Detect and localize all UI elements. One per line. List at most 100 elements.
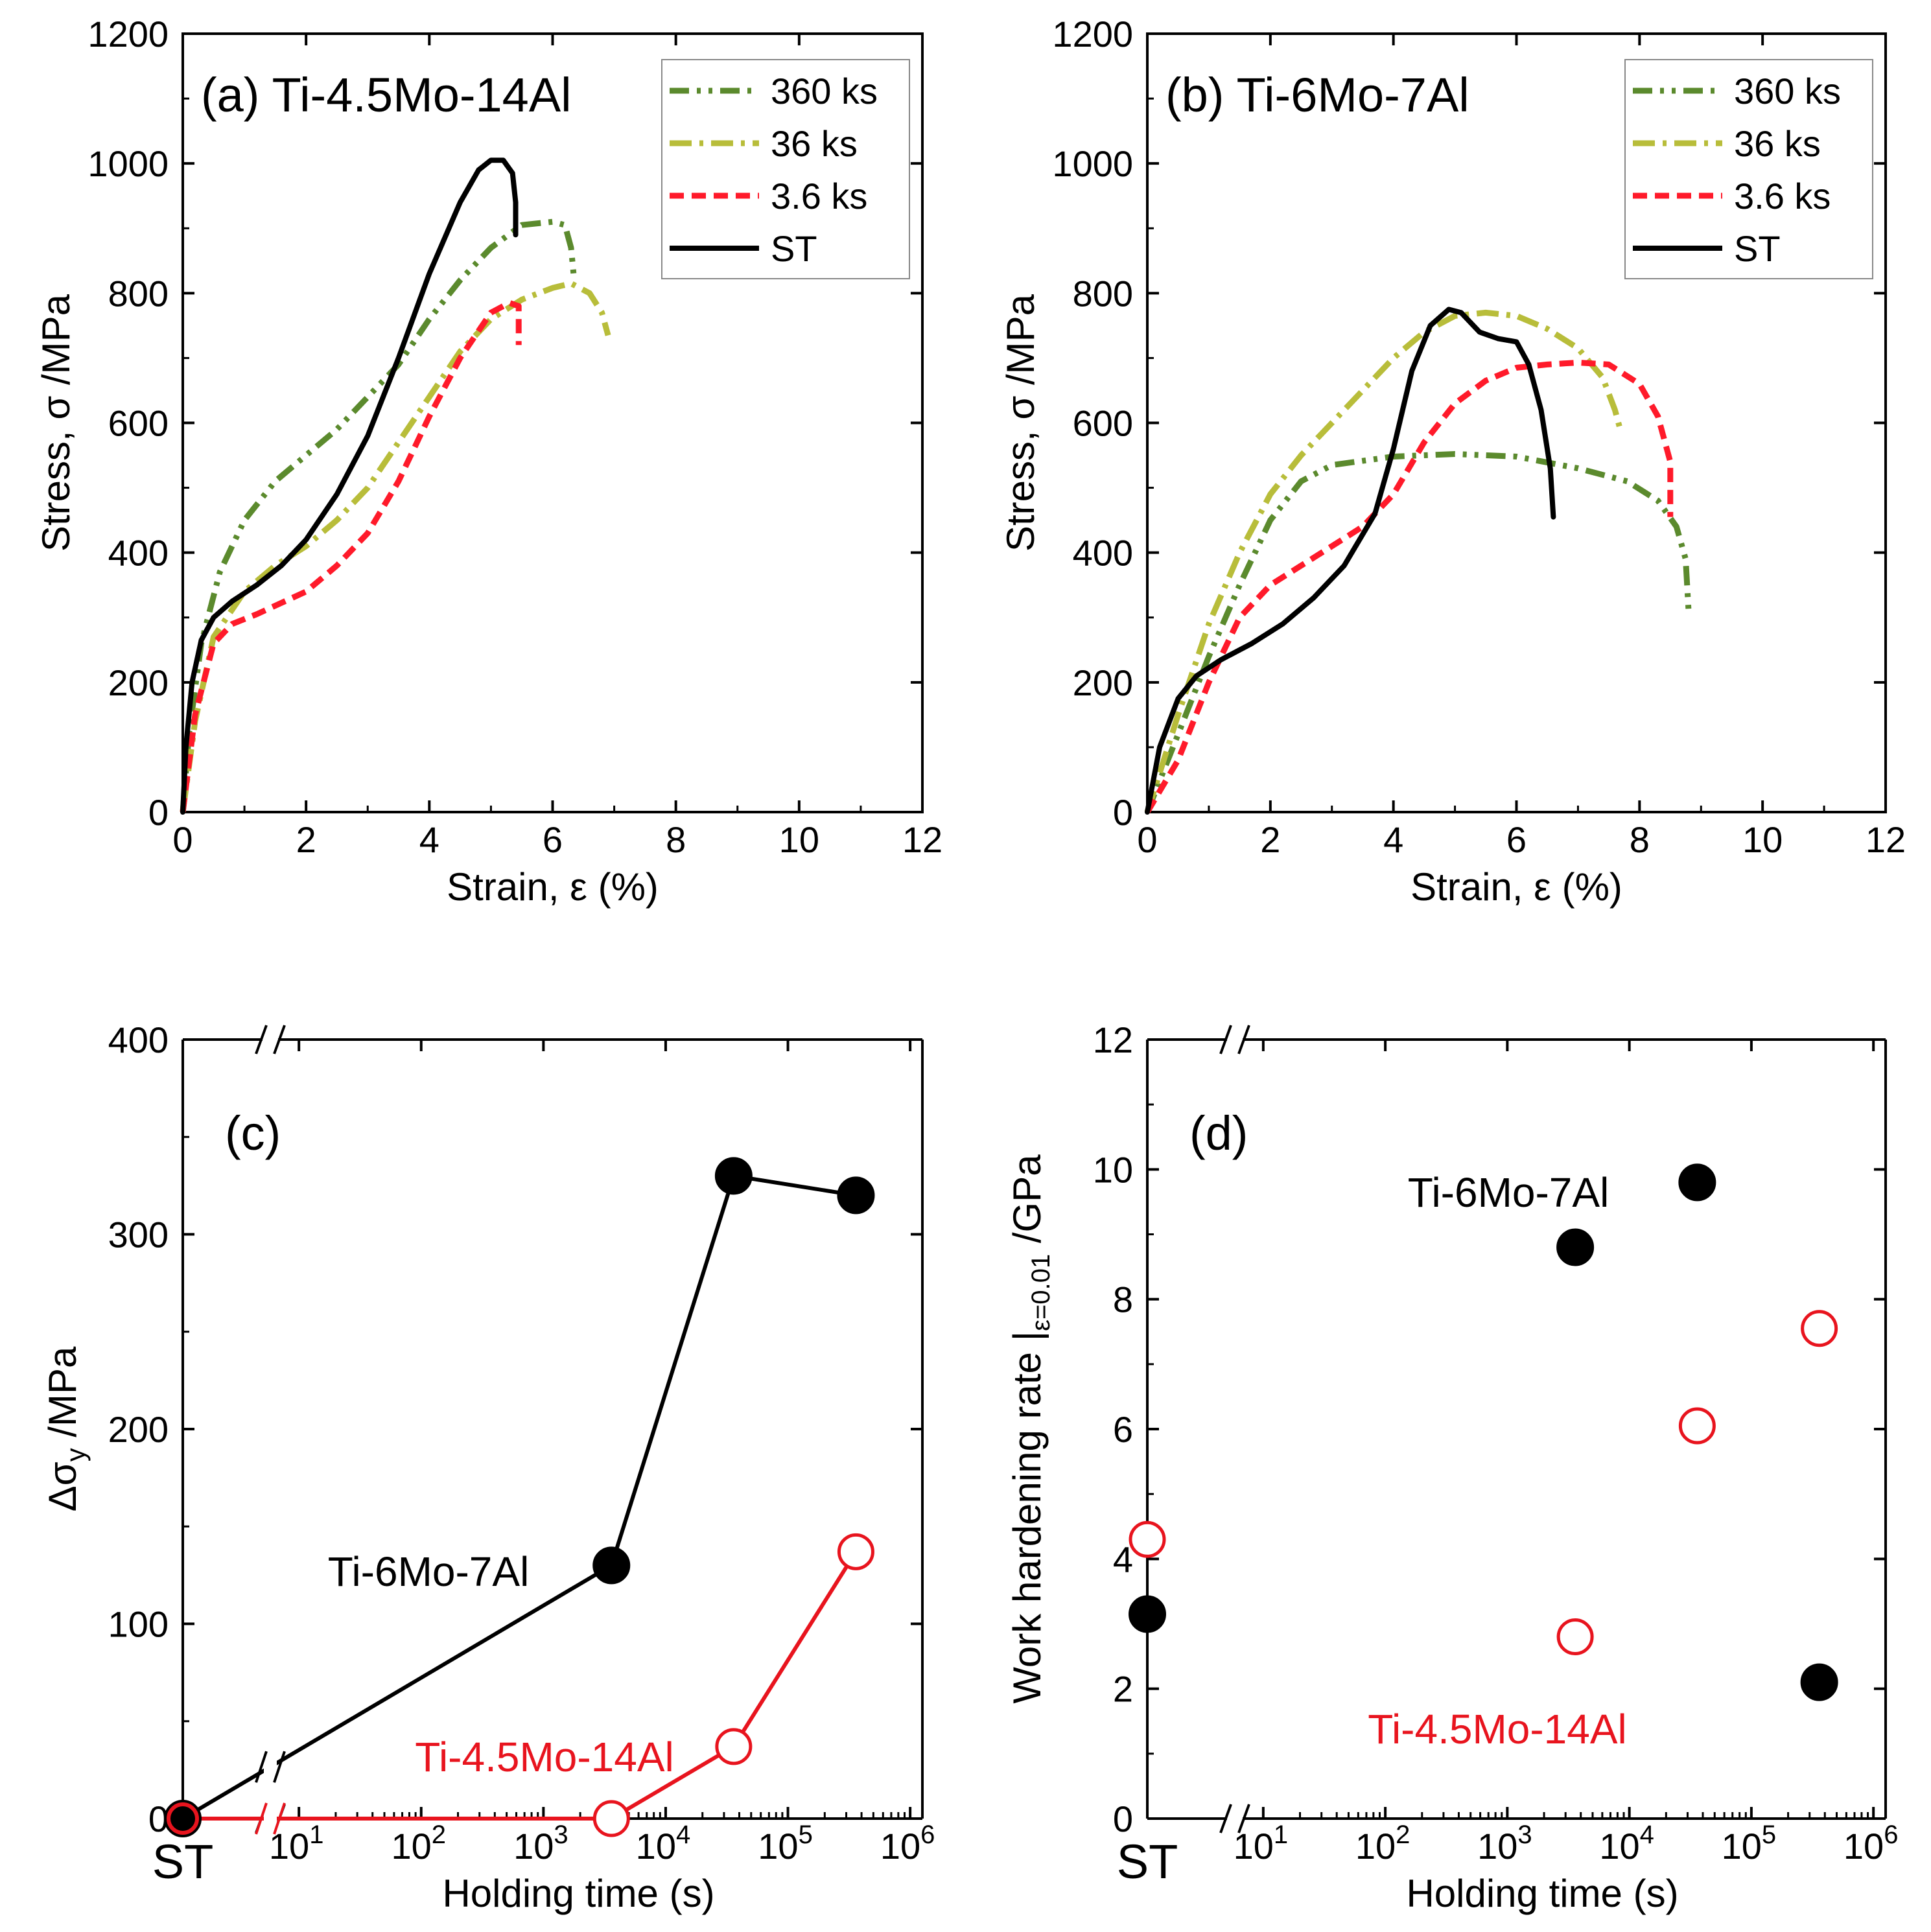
y-tick-label: 400 xyxy=(108,1019,169,1060)
axis-break-mark xyxy=(273,1025,286,1054)
series-annotation: Ti-4.5Mo-14Al xyxy=(415,1734,674,1780)
y-tick-label: 0 xyxy=(148,792,169,833)
x-axis-title: Strain, ε (%) xyxy=(1410,865,1622,909)
axis-break-mark xyxy=(255,1025,268,1054)
y-tick-label: 1000 xyxy=(1052,143,1133,184)
series-break-mark xyxy=(255,1751,268,1783)
series-break-mark xyxy=(255,1802,268,1835)
series-annotation: Ti-6Mo-7Al xyxy=(1408,1169,1609,1216)
series-line-360-ks xyxy=(180,218,578,813)
y-tick-label: 1200 xyxy=(1052,14,1133,54)
y-tick-label: 800 xyxy=(108,273,169,314)
x-tick-label: 8 xyxy=(1630,819,1650,860)
axis-break-mark xyxy=(1237,1025,1250,1054)
series-break-gap xyxy=(264,1802,277,1835)
y-tick-label: 2 xyxy=(1113,1669,1133,1710)
y-tick-label: 6 xyxy=(1113,1409,1133,1450)
series-line-36-ks xyxy=(1144,309,1624,813)
axis-break-mark xyxy=(1219,1804,1232,1833)
x-tick-label: 102 xyxy=(1355,1821,1410,1867)
data-point-open xyxy=(837,1533,874,1570)
x-tick-label: 0 xyxy=(1137,819,1157,860)
data-point-filled xyxy=(714,1157,753,1195)
y-tick-label: 8 xyxy=(1113,1279,1133,1320)
x-tick-label: 12 xyxy=(902,819,942,860)
y-tick-label: 600 xyxy=(1073,403,1133,444)
x-tick-label: 106 xyxy=(880,1821,935,1867)
panel-c-yield-increase: 101 102 103 104 105 106ST0100200300400Holding… xyxy=(41,1019,935,1915)
data-point-filled xyxy=(1678,1163,1716,1202)
y-tick-label: 300 xyxy=(108,1215,169,1255)
legend-label: ST xyxy=(1734,228,1781,269)
y-tick-label: 0 xyxy=(1113,792,1133,833)
legend-box xyxy=(1624,59,1873,279)
axis-break-mark xyxy=(1237,1804,1250,1833)
data-point-open xyxy=(715,1728,753,1765)
series-line-3-6-ks xyxy=(1145,359,1674,814)
y-tick-label: 400 xyxy=(1073,533,1133,574)
x-axis-title: Holding time (s) xyxy=(1406,1872,1678,1915)
y-tick-label: 12 xyxy=(1093,1019,1133,1060)
y-tick-label: 1200 xyxy=(88,14,169,54)
x-tick-label: 103 xyxy=(513,1821,568,1867)
panel-a-stress-strain: 0 2 4 6 8 10 12 0 200 400 600 800 1000 1200 Strain, ε … xyxy=(34,14,942,909)
x-tick-label: 105 xyxy=(758,1821,813,1867)
x-axis-title: Holding time (s) xyxy=(442,1872,714,1915)
data-point-open xyxy=(1801,1310,1838,1347)
axis-break-mark xyxy=(1219,1025,1232,1054)
x-tick-label: 2 xyxy=(296,819,316,860)
data-point-open xyxy=(1556,1618,1594,1656)
x-tick-label: 105 xyxy=(1722,1821,1777,1867)
panel-title: (d) xyxy=(1189,1106,1248,1160)
series-break-mark xyxy=(273,1802,286,1835)
y-tick-label: 10 xyxy=(1093,1149,1133,1190)
data-point-filled xyxy=(1129,1595,1166,1633)
y-tick-label: 4 xyxy=(1113,1539,1133,1579)
data-point-filled xyxy=(1556,1228,1595,1266)
series-break-mark xyxy=(273,1751,286,1783)
legend-label: ST xyxy=(771,228,817,269)
data-point-open xyxy=(1678,1407,1716,1445)
y-tick-label: 200 xyxy=(1073,662,1133,703)
legend-box xyxy=(661,59,910,279)
x-tick-label: 106 xyxy=(1843,1821,1899,1867)
x-tick-label: 104 xyxy=(1599,1821,1654,1867)
series-line-3-6-ks xyxy=(180,299,522,813)
legend-label: 3.6 ks xyxy=(771,176,867,216)
y-tick-label: 100 xyxy=(108,1604,169,1645)
x-tick-label: 4 xyxy=(419,819,439,860)
series-line-360-ks xyxy=(1144,451,1692,813)
y-tick-label: 600 xyxy=(108,403,169,444)
y-tick-label: 200 xyxy=(108,1409,169,1450)
legend-label: 360 ks xyxy=(771,71,878,111)
legend-label: 36 ks xyxy=(771,123,858,164)
x-axis-title: Strain, ε (%) xyxy=(447,865,659,909)
y-tick-label: 1000 xyxy=(88,143,169,184)
y-tick-label: 400 xyxy=(108,533,169,574)
x-tick-label: 10 xyxy=(1742,819,1783,860)
panel-d-work-hardening: 101 102 103 104 105 106 ST0 2 4 6 8 10 12 Holding tim… xyxy=(1005,1019,1898,1915)
data-point-st xyxy=(167,1802,199,1835)
data-point-filled xyxy=(837,1176,875,1215)
series-line-st xyxy=(1145,307,1556,815)
data-point-filled xyxy=(592,1546,631,1585)
y-tick-label: 200 xyxy=(108,662,169,703)
x-tick-label: 6 xyxy=(1506,819,1527,860)
data-point-filled xyxy=(1800,1663,1838,1701)
x-tick-label: 2 xyxy=(1260,819,1280,860)
x-tick-label: 4 xyxy=(1383,819,1403,860)
y-axis-title: Stress, σ /MPa xyxy=(999,294,1042,552)
y-axis-title: Work hardening rate |ε=0.01 /GPa xyxy=(1005,1154,1055,1704)
x-tick-label: 104 xyxy=(636,1821,691,1867)
y-tick-label: 800 xyxy=(1073,273,1133,314)
x-tick-label: 102 xyxy=(391,1821,446,1867)
x-tick-label: 12 xyxy=(1866,819,1906,860)
x-tick-label: 6 xyxy=(543,819,563,860)
y-axis-title: Δσy /MPa xyxy=(41,1346,91,1511)
panel-title: (a) Ti-4.5Mo-14Al xyxy=(201,68,572,122)
series-line-st xyxy=(180,157,519,815)
y-tick-label: 0 xyxy=(1113,1798,1133,1839)
series-line xyxy=(181,1173,856,1821)
legend-label: 36 ks xyxy=(1734,123,1821,164)
